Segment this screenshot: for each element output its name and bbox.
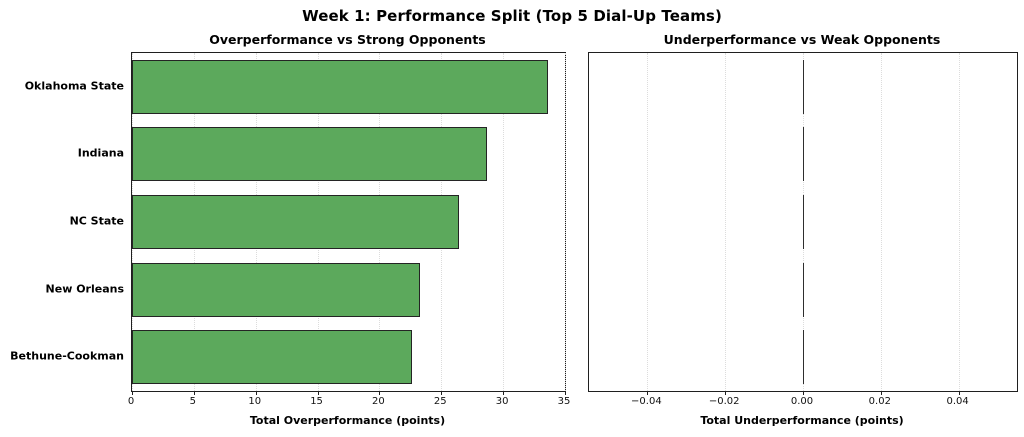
y-category-label: New Orleans xyxy=(45,282,124,296)
bar xyxy=(132,262,421,317)
x-tick-label: 0.04 xyxy=(946,396,969,407)
gridline xyxy=(958,53,960,391)
x-tick-label: 0.00 xyxy=(790,396,814,407)
x-tick-label: 10 xyxy=(248,396,262,407)
gridline xyxy=(647,53,649,391)
gridline xyxy=(880,53,882,391)
x-tick-label: 30 xyxy=(495,396,509,407)
zero-width-bar xyxy=(802,262,804,317)
bar-row xyxy=(132,121,565,189)
y-category-label: Bethune-Cookman xyxy=(10,349,124,363)
y-category-label: Indiana xyxy=(77,146,124,160)
x-tick-label: 35 xyxy=(557,396,571,407)
x-tick-label: 5 xyxy=(189,396,197,407)
x-tick-labels: −0.04 −0.02 0.00 0.02 0.04 xyxy=(588,396,1016,410)
x-tick-mark xyxy=(503,391,505,395)
x-axis-label-overperformance: Total Overperformance (points) xyxy=(249,414,446,427)
bar-row xyxy=(132,53,565,121)
zero-width-bar xyxy=(802,59,804,114)
x-tick-mark xyxy=(880,391,882,395)
gridline xyxy=(503,53,505,391)
gridline xyxy=(725,53,727,391)
y-category-label: NC State xyxy=(69,214,124,228)
x-tick-labels: 0 5 10 15 20 25 30 35 xyxy=(127,396,571,410)
figure-title: Week 1: Performance Split (Top 5 Dial-Up… xyxy=(302,7,722,25)
x-tick-mark xyxy=(803,391,804,395)
x-tick-label: 15 xyxy=(310,396,323,407)
x-tick-label: −0.02 xyxy=(708,396,740,407)
x-tick-mark xyxy=(958,391,960,395)
x-tick-label: 25 xyxy=(433,396,447,407)
bar-row xyxy=(589,53,1017,121)
x-tick-label: 0 xyxy=(127,396,135,407)
plot-area-underperformance xyxy=(588,52,1018,395)
x-tick-mark xyxy=(317,391,319,395)
zero-width-bar xyxy=(802,194,804,249)
x-tick-mark xyxy=(193,391,195,395)
zero-width-bar xyxy=(802,127,804,182)
bar-row xyxy=(589,188,1017,256)
subplot-title-overperformance: Overperformance vs Strong Opponents xyxy=(209,32,486,47)
bar xyxy=(132,59,548,114)
bar xyxy=(132,194,459,249)
x-tick-label: 20 xyxy=(372,396,385,407)
zero-width-bar xyxy=(802,330,804,385)
x-tick-label: 0.02 xyxy=(868,396,891,407)
x-tick-mark xyxy=(647,391,649,395)
gridline xyxy=(803,53,804,391)
x-tick-mark xyxy=(255,391,257,395)
plot-area-overperformance xyxy=(131,52,566,395)
x-tick-mark xyxy=(441,391,443,395)
x-tick-mark xyxy=(725,391,727,395)
x-tick-mark xyxy=(379,391,381,395)
x-tick-label: −0.04 xyxy=(631,396,662,407)
y-category-label: Oklahoma State xyxy=(24,79,124,93)
x-axis-label-underperformance: Total Underperformance (points) xyxy=(700,414,904,427)
bar-row xyxy=(589,323,1017,391)
bar xyxy=(132,127,488,182)
subplot-title-underperformance: Underperformance vs Weak Opponents xyxy=(663,32,941,47)
x-tick-mark xyxy=(565,391,566,395)
bar-row xyxy=(589,256,1017,324)
bar-row xyxy=(589,121,1017,189)
x-tick-mark xyxy=(132,391,133,395)
y-axis-labels: Oklahoma State Indiana NC State New Orleans… xyxy=(0,52,124,390)
gridline xyxy=(565,53,566,391)
bar xyxy=(132,330,412,385)
bar-row xyxy=(132,256,565,324)
bar-row xyxy=(132,188,565,256)
bar-row xyxy=(132,323,565,391)
